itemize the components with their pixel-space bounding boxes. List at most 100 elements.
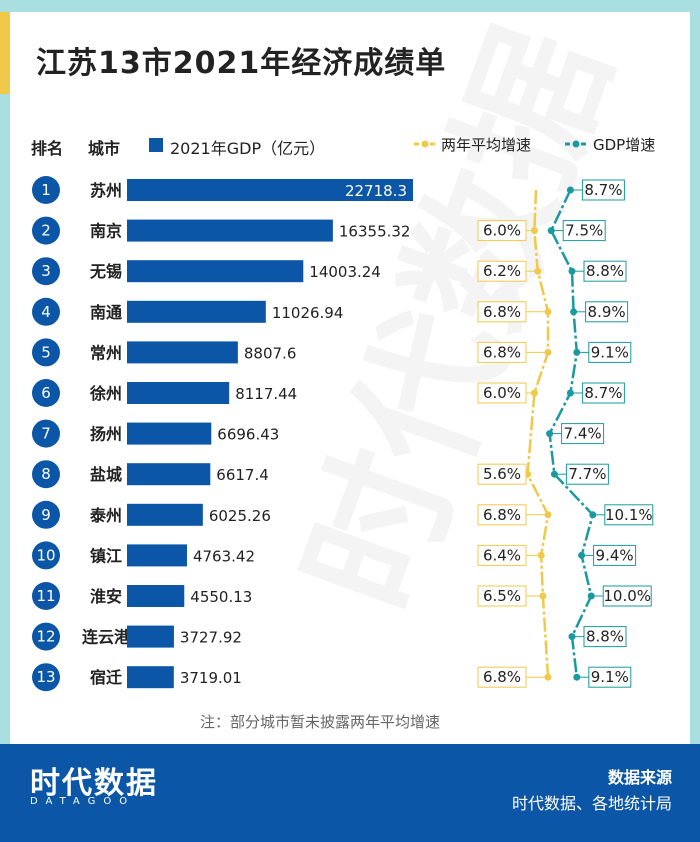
rank-badge bbox=[32, 541, 60, 570]
rank-badge bbox=[32, 419, 60, 448]
avg-growth-label: 6.8% bbox=[483, 303, 521, 321]
gdp-bar bbox=[127, 585, 185, 607]
rank-badge bbox=[32, 176, 60, 204]
rank-number: 4 bbox=[41, 303, 51, 321]
gdp-value-label: 8807.6 bbox=[244, 344, 296, 362]
brand-logo: 时代数据 bbox=[30, 766, 158, 801]
legend-avg-label: 两年平均增速 bbox=[441, 136, 531, 154]
legend-avg: 两年平均增速 bbox=[414, 136, 531, 154]
city-label: 镇江 bbox=[90, 546, 122, 565]
gdp-growth-label: 9.1% bbox=[591, 343, 629, 361]
gdp-growth-label: 7.7% bbox=[568, 465, 606, 483]
gdp-bar bbox=[127, 625, 174, 648]
city-label: 南通 bbox=[90, 303, 122, 322]
gdp-growth-label: 8.9% bbox=[588, 303, 626, 321]
gdp-growth-label: 7.5% bbox=[565, 222, 603, 240]
gdp-bar bbox=[127, 219, 333, 242]
rank-number: 13 bbox=[36, 668, 55, 686]
gdp-growth-label: 7.4% bbox=[564, 425, 602, 443]
gdp-growth-label: 10.0% bbox=[603, 587, 651, 605]
avg-growth-label: 6.0% bbox=[483, 222, 521, 240]
gdp-growth-label: 8.7% bbox=[584, 384, 622, 402]
avg-growth-label: 6.8% bbox=[483, 343, 521, 361]
rank-badge bbox=[32, 460, 60, 489]
city-label: 徐州 bbox=[89, 384, 122, 403]
gdp-value-label: 11026.94 bbox=[272, 304, 344, 322]
frame-left bbox=[0, 0, 10, 842]
avg-growth-label: 6.2% bbox=[483, 262, 521, 280]
footer bbox=[0, 744, 700, 842]
gdp-bar bbox=[127, 260, 304, 283]
rank-number: 3 bbox=[41, 262, 51, 280]
rank-badge bbox=[32, 622, 60, 651]
legend-gdp-swatch bbox=[149, 138, 163, 152]
rank-badge bbox=[32, 500, 60, 529]
header-rank: 排名 bbox=[31, 139, 64, 158]
rank-number: 6 bbox=[41, 384, 51, 402]
city-label: 苏州 bbox=[90, 181, 122, 200]
city-label: 无锡 bbox=[89, 262, 122, 281]
rank-badge bbox=[32, 216, 60, 245]
avg-growth-label: 6.8% bbox=[483, 668, 521, 686]
frame-right bbox=[690, 0, 700, 842]
rank-badge bbox=[32, 582, 60, 610]
gdp-value-label: 16355.32 bbox=[339, 223, 411, 241]
gdp-bar bbox=[127, 300, 266, 323]
gdp-growth-label: 10.1% bbox=[605, 506, 653, 524]
city-label: 淮安 bbox=[90, 587, 122, 606]
rank-number: 2 bbox=[41, 222, 51, 240]
rank-badge bbox=[32, 297, 60, 326]
gdp-value-label: 6025.26 bbox=[209, 507, 271, 525]
footnote: 注：部分城市暂未披露两年平均增速 bbox=[200, 713, 441, 731]
gdp-value-label: 22718.3 bbox=[345, 182, 407, 200]
avg-growth-label: 5.6% bbox=[483, 465, 521, 483]
rank-number: 12 bbox=[36, 628, 55, 646]
rank-number: 9 bbox=[41, 506, 51, 524]
rank-number: 5 bbox=[41, 343, 51, 361]
city-label: 南京 bbox=[90, 222, 122, 241]
legend-growth-label: GDP增速 bbox=[593, 136, 655, 154]
city-label: 常州 bbox=[90, 343, 122, 362]
rank-number: 11 bbox=[36, 587, 55, 605]
city-label: 连云港 bbox=[82, 628, 131, 647]
rank-badge bbox=[32, 257, 60, 286]
source-title: 数据来源 bbox=[607, 768, 672, 787]
gdp-growth-label: 8.8% bbox=[586, 628, 624, 646]
rank-badge bbox=[32, 663, 60, 692]
gdp-bar bbox=[127, 463, 211, 486]
legend-growth: GDP增速 bbox=[565, 136, 655, 154]
gdp-bar bbox=[127, 544, 187, 567]
city-label: 宿迁 bbox=[90, 668, 122, 687]
rank-number: 7 bbox=[41, 425, 51, 443]
avg-growth-label: 6.5% bbox=[483, 587, 521, 605]
gdp-value-label: 3727.92 bbox=[180, 629, 242, 647]
header-city: 城市 bbox=[88, 139, 121, 158]
gdp-bar bbox=[127, 422, 212, 445]
gdp-value-label: 6696.43 bbox=[217, 426, 279, 444]
city-label: 扬州 bbox=[90, 425, 122, 444]
accent-bar bbox=[0, 12, 10, 94]
rank-number: 10 bbox=[36, 546, 55, 564]
gdp-bar bbox=[127, 503, 203, 526]
gdp-bar bbox=[127, 341, 238, 364]
gdp-bar bbox=[127, 179, 413, 201]
rank-badge bbox=[32, 379, 60, 407]
gdp-value-label: 3719.01 bbox=[180, 669, 242, 687]
frame-top bbox=[0, 0, 700, 12]
chart-title: 江苏13市2021年经济成绩单 bbox=[36, 46, 447, 81]
gdp-value-label: 4763.42 bbox=[193, 547, 255, 565]
rank-badge bbox=[32, 338, 60, 367]
gdp-bar bbox=[127, 382, 230, 404]
avg-growth-label: 6.0% bbox=[483, 384, 521, 402]
city-label: 泰州 bbox=[89, 506, 122, 525]
gdp-growth-label: 9.4% bbox=[596, 546, 634, 564]
gdp-bar bbox=[127, 666, 174, 689]
legend-gdp-label: 2021年GDP（亿元） bbox=[170, 139, 326, 158]
brand-logo-sub: DATAGOO bbox=[30, 796, 136, 807]
source-text: 时代数据、各地统计局 bbox=[511, 794, 672, 813]
city-label: 盐城 bbox=[90, 465, 122, 484]
gdp-value-label: 8117.44 bbox=[235, 385, 297, 403]
avg-growth-label: 6.8% bbox=[483, 506, 521, 524]
gdp-value-label: 6617.4 bbox=[216, 466, 269, 484]
